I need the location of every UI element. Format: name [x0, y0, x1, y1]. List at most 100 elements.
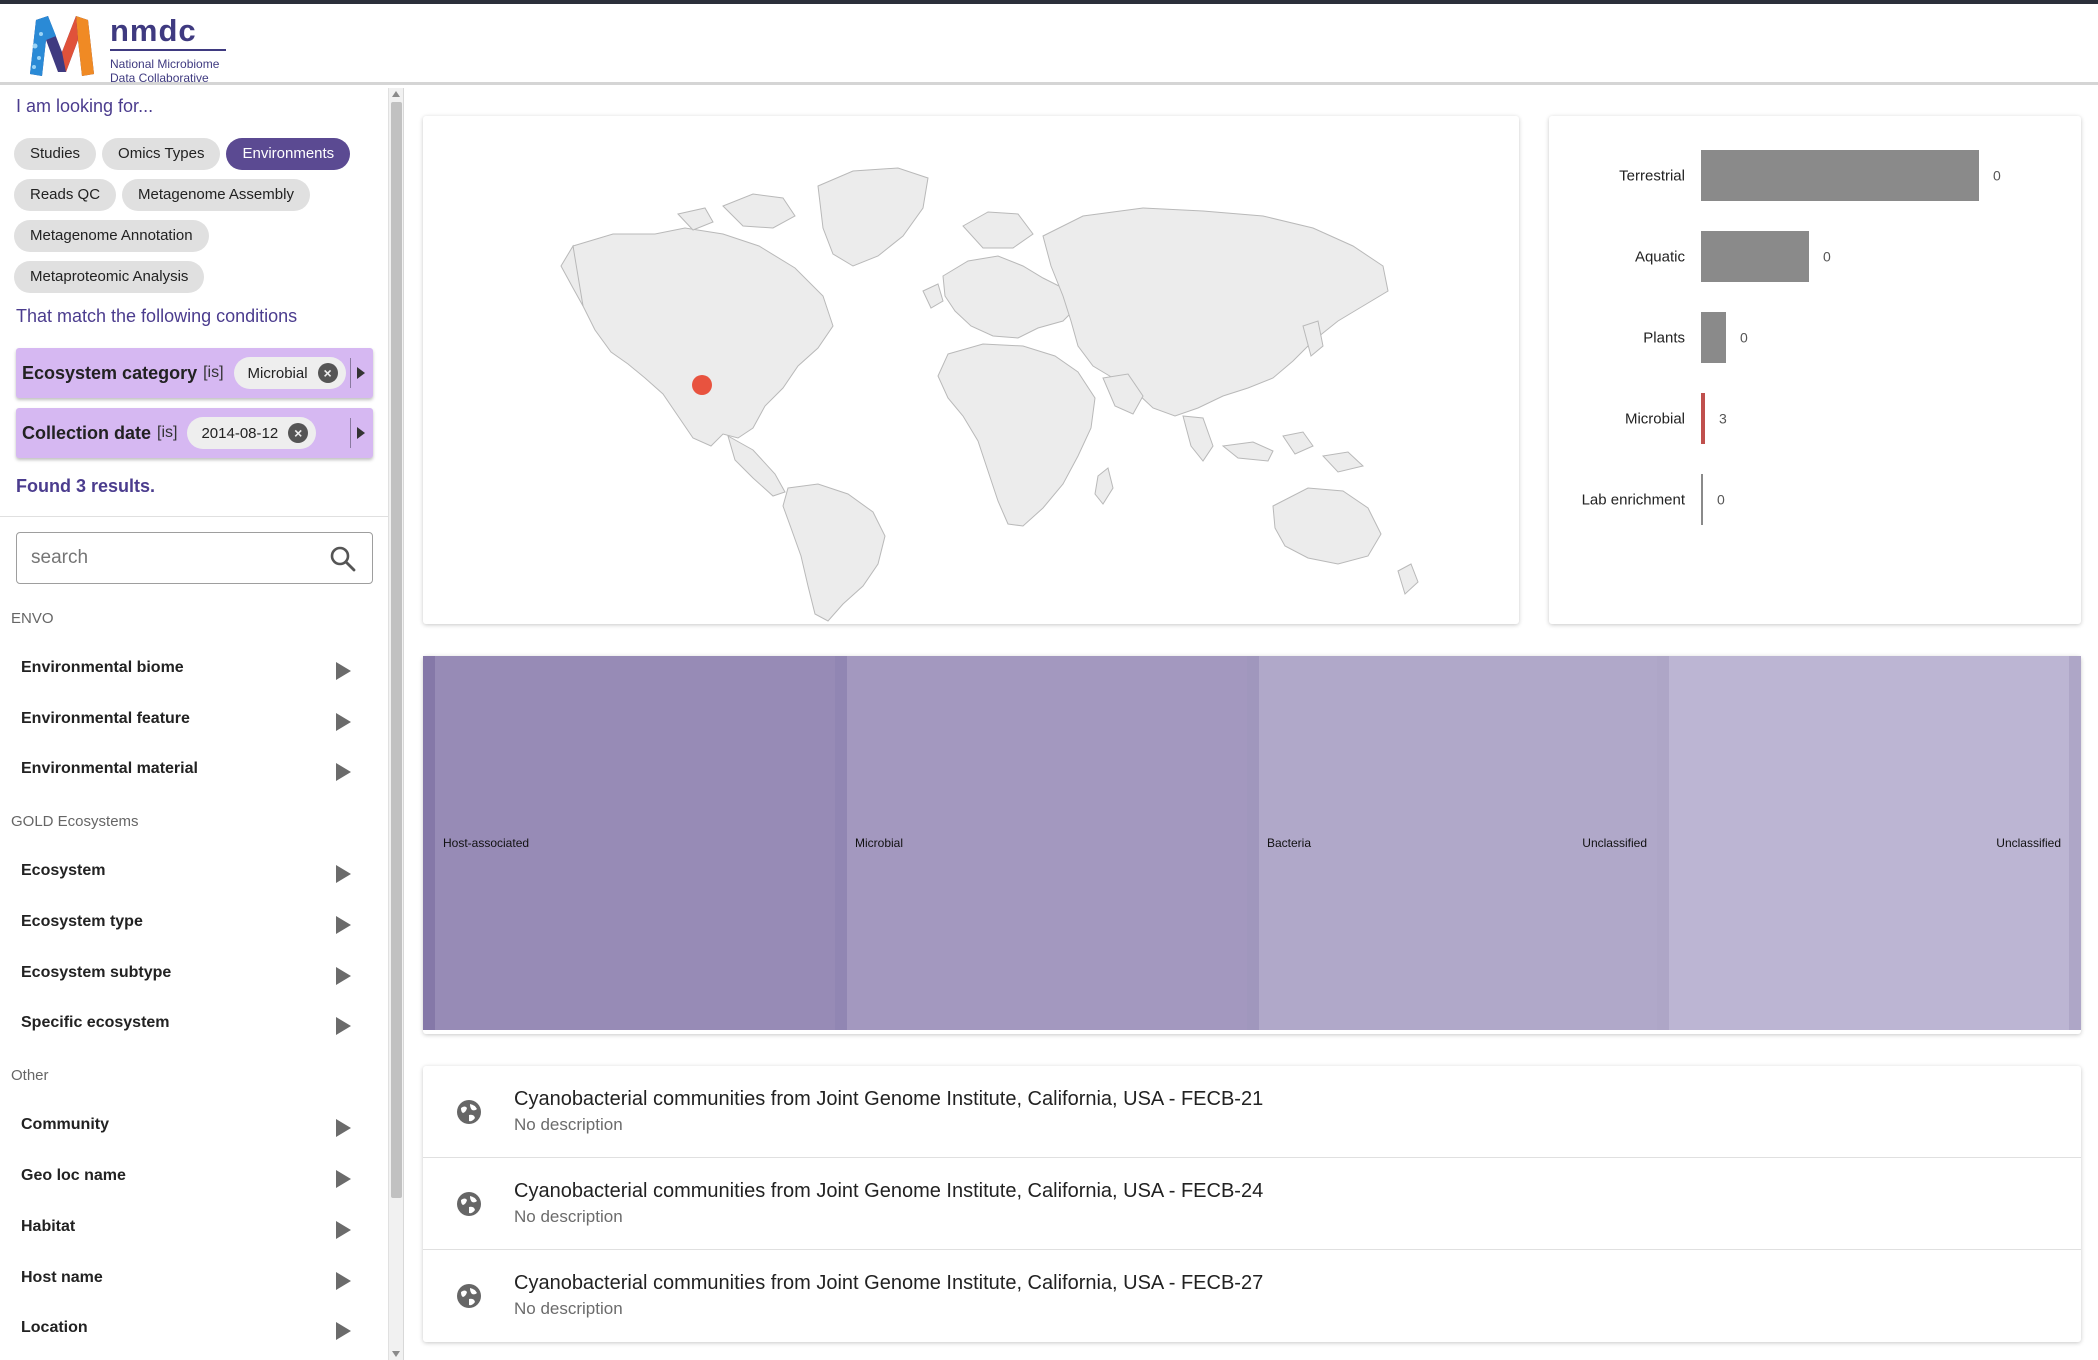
group-label-other: Other [11, 1067, 49, 1084]
expand-arrow-icon[interactable] [336, 662, 351, 680]
top-border [0, 0, 2098, 4]
facet-community[interactable]: Community [0, 1102, 388, 1152]
facet-label: Specific ecosystem [21, 1014, 170, 1031]
condition-value: 2014-08-12 [201, 424, 279, 442]
facet-label: Location [21, 1319, 88, 1336]
world-map[interactable] [423, 116, 1519, 624]
expand-arrow-icon[interactable] [336, 1119, 351, 1137]
facet-specific-ecosystem[interactable]: Specific ecosystem [0, 1000, 388, 1050]
result-description: No description [514, 1207, 623, 1226]
chip-studies[interactable]: Studies [14, 138, 97, 170]
search-sidebar: I am looking for... Studies Omics Types En… [0, 88, 389, 1360]
sidebar-divider [0, 516, 388, 517]
bar-value-label: 0 [1993, 168, 2001, 184]
sidebar-scrollbar[interactable] [389, 88, 404, 1360]
nmdc-logo[interactable]: nmdc National Microbiome Data Collaborat… [26, 12, 226, 85]
condition-field: Ecosystem category [22, 362, 198, 383]
scroll-up-icon[interactable] [392, 91, 400, 97]
sample-location-marker [692, 375, 712, 395]
scrollbar-thumb[interactable] [391, 102, 402, 1198]
condition-ecosystem-category[interactable]: Ecosystem category [is] Microbial × [16, 348, 373, 398]
result-item[interactable]: Cyanobacterial communities from Joint Ge… [423, 1250, 2081, 1342]
tile-strip [835, 656, 847, 1030]
facet-habitat[interactable]: Habitat [0, 1204, 388, 1254]
facet-ecosystem[interactable]: Ecosystem [0, 848, 388, 898]
result-title[interactable]: Cyanobacterial communities from Joint Ge… [514, 1272, 1264, 1294]
expand-arrow-icon[interactable] [336, 713, 351, 731]
results-list: Cyanobacterial communities from Joint Ge… [423, 1066, 2081, 1342]
expand-arrow-icon[interactable] [336, 1272, 351, 1290]
tile-sublabel: Unclassified [1582, 836, 1647, 850]
facet-search-input[interactable] [31, 533, 321, 583]
chip-metagenome-assembly[interactable]: Metagenome Assembly [122, 179, 310, 211]
facet-environmental-feature[interactable]: Environmental feature [0, 696, 388, 746]
bar-microbial [1701, 393, 1705, 444]
logo-divider [110, 49, 226, 51]
facet-environmental-biome[interactable]: Environmental biome [0, 645, 388, 695]
result-title[interactable]: Cyanobacterial communities from Joint Ge… [514, 1180, 1264, 1202]
condition-operator: [is] [203, 364, 224, 381]
facet-location[interactable]: Location [0, 1305, 388, 1355]
bar-category-label: Plants [1643, 330, 1685, 347]
facet-geo-loc-name[interactable]: Geo loc name [0, 1153, 388, 1203]
chip-metagenome-annotation[interactable]: Metagenome Annotation [14, 220, 209, 252]
tile-label: Microbial [855, 836, 904, 850]
facet-label: Ecosystem subtype [21, 964, 172, 981]
treemap-tile-unclassified[interactable]: Unclassified [1657, 656, 2081, 1030]
facet-ecosystem-type[interactable]: Ecosystem type [0, 899, 388, 949]
result-title[interactable]: Cyanobacterial communities from Joint Ge… [514, 1088, 1264, 1110]
expand-arrow-icon[interactable] [336, 1221, 351, 1239]
result-item[interactable]: Cyanobacterial communities from Joint Ge… [423, 1158, 2081, 1250]
expand-arrow-icon[interactable] [336, 763, 351, 781]
expand-arrow-icon[interactable] [336, 967, 351, 985]
facet-label: Habitat [21, 1218, 76, 1235]
chip-reads-qc[interactable]: Reads QC [14, 179, 117, 211]
expand-condition-icon[interactable] [357, 367, 365, 379]
treemap-tile-host-associated[interactable]: Host-associated [423, 656, 835, 1030]
facet-label: Environmental feature [21, 710, 190, 727]
scroll-down-icon[interactable] [392, 1351, 400, 1357]
remove-condition-icon[interactable]: × [288, 423, 309, 443]
bar-value-label: 0 [1823, 249, 1831, 265]
facet-search-box [16, 532, 373, 584]
expand-arrow-icon[interactable] [336, 916, 351, 934]
treemap-tile-microbial[interactable]: Microbial [835, 656, 1247, 1030]
facet-label: Host name [21, 1269, 103, 1286]
bar-category-label: Aquatic [1635, 249, 1686, 266]
facet-label: Geo loc name [21, 1167, 126, 1184]
expand-arrow-icon[interactable] [336, 1170, 351, 1188]
group-label-envo: ENVO [11, 610, 54, 627]
search-icon[interactable] [330, 546, 356, 572]
looking-for-label: I am looking for... [16, 96, 154, 116]
nmdc-logo-icon [30, 16, 94, 76]
condition-field: Collection date [22, 422, 152, 443]
globe-icon [457, 1284, 481, 1308]
logo-subtitle-2: Data Collaborative [110, 71, 209, 85]
result-item[interactable]: Cyanobacterial communities from Joint Ge… [423, 1066, 2081, 1158]
app-header: nmdc National Microbiome Data Collaborat… [0, 4, 2098, 85]
type-chips: Studies Omics Types Environments Reads QC M… [14, 138, 374, 302]
facet-ecosystem-subtype[interactable]: Ecosystem subtype [0, 950, 388, 1000]
expand-condition-icon[interactable] [357, 427, 365, 439]
condition-collection-date[interactable]: Collection date [is] 2014-08-12 × [16, 408, 373, 458]
treemap-tile-bacteria[interactable]: Bacteria Unclassified [1247, 656, 1657, 1030]
remove-condition-icon[interactable]: × [317, 363, 338, 383]
facet-label: Ecosystem type [21, 913, 143, 930]
chip-metaproteomic-analysis[interactable]: Metaproteomic Analysis [14, 261, 205, 293]
facet-environmental-material[interactable]: Environmental material [0, 746, 388, 796]
expand-arrow-icon[interactable] [336, 1017, 351, 1035]
expand-arrow-icon[interactable] [336, 865, 351, 883]
results-count: Found 3 results. [16, 476, 156, 496]
condition-value-chip: 2014-08-12 × [187, 417, 317, 449]
tile-label: Host-associated [443, 836, 530, 850]
facet-host-name[interactable]: Host name [0, 1255, 388, 1305]
chip-omics-types[interactable]: Omics Types [102, 138, 221, 170]
tile-strip [1657, 656, 1669, 1030]
facet-label: Environmental material [21, 760, 198, 777]
bar-category-label: Microbial [1625, 411, 1685, 428]
chip-environments[interactable]: Environments [226, 138, 351, 170]
expand-arrow-icon[interactable] [336, 1322, 351, 1340]
condition-separator [350, 418, 351, 448]
map-card [423, 116, 1519, 624]
tile-strip [423, 656, 435, 1030]
